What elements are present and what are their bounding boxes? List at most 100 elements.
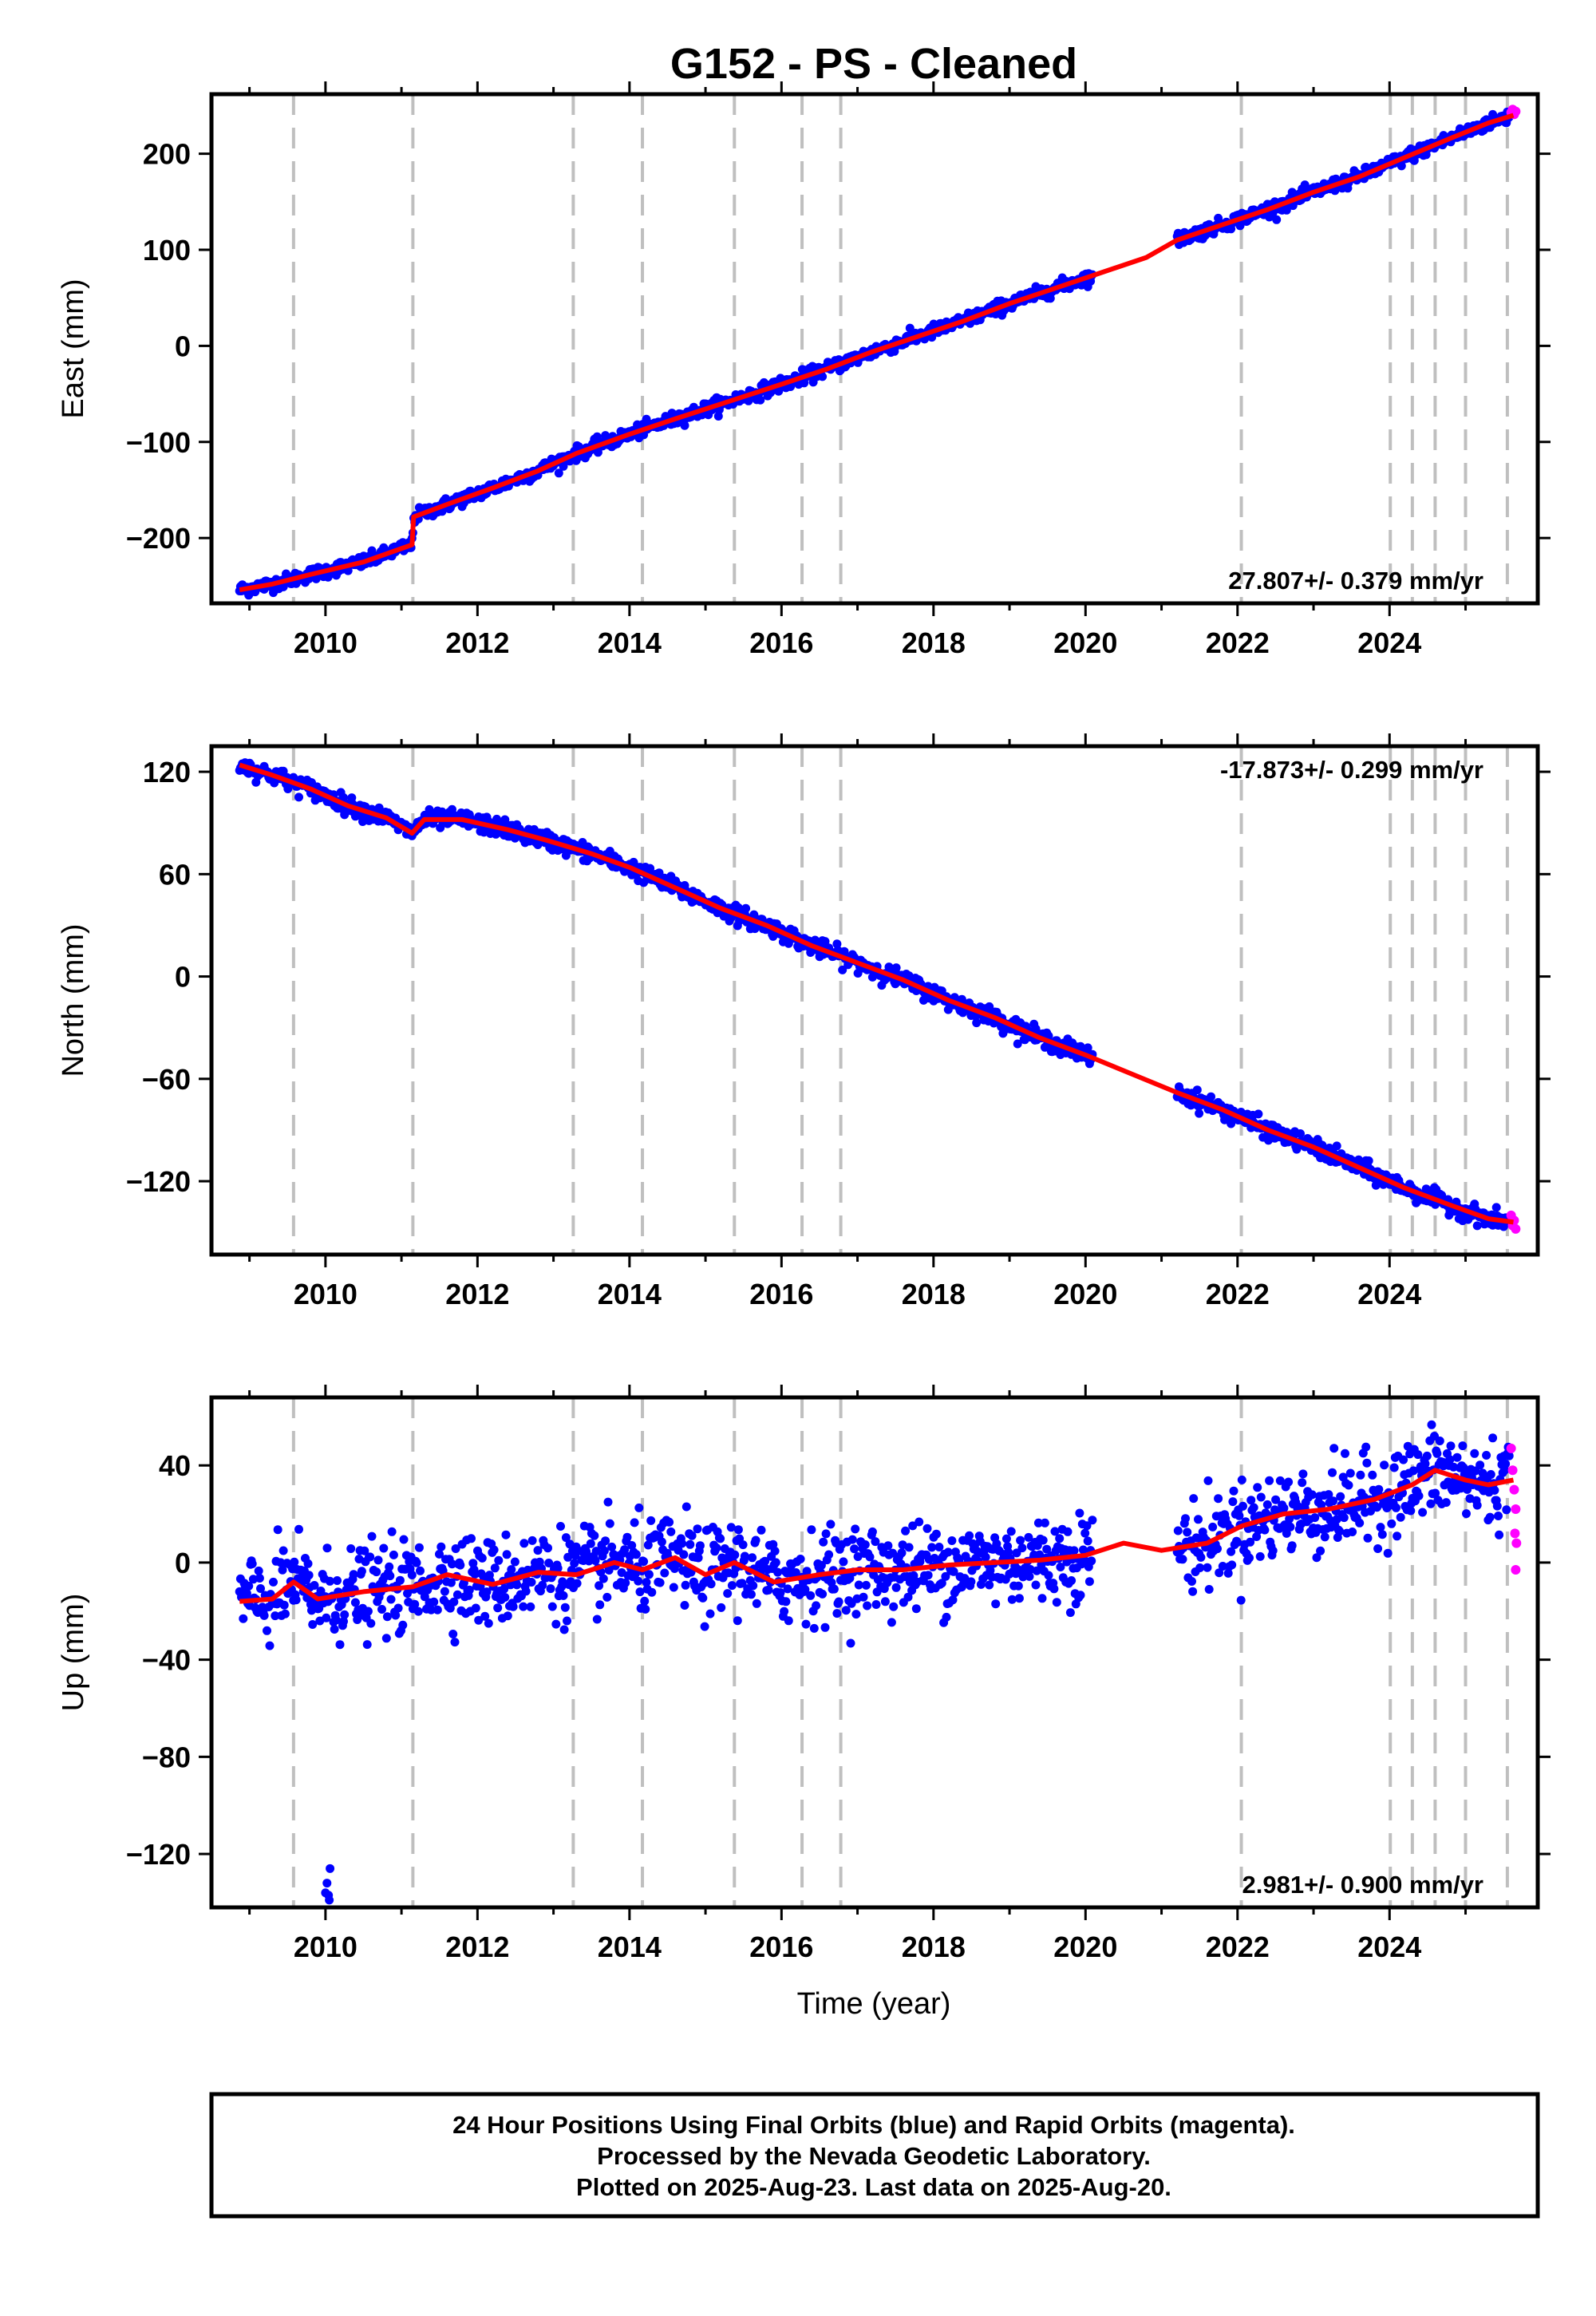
- data-point: [1296, 1129, 1305, 1138]
- data-point: [706, 1579, 716, 1589]
- data-point: [1195, 1563, 1205, 1572]
- data-point: [669, 1583, 678, 1592]
- data-point: [1075, 1508, 1084, 1518]
- data-point: [1268, 1546, 1278, 1555]
- x-tick-label: 2022: [1206, 1931, 1270, 1963]
- y-tick-label: −40: [142, 1644, 191, 1677]
- data-point: [1040, 1518, 1049, 1528]
- model-line: [239, 762, 1514, 1225]
- data-point: [1361, 1442, 1371, 1452]
- data-point: [1393, 1531, 1402, 1541]
- data-point: [829, 1584, 839, 1594]
- data-point: [1399, 1455, 1408, 1464]
- data-point: [493, 1603, 503, 1613]
- data-point: [1265, 1476, 1274, 1485]
- data-point: [563, 1616, 571, 1626]
- rapid-orbit-point: [1510, 1528, 1520, 1539]
- data-point: [494, 1555, 504, 1565]
- data-point: [985, 1002, 994, 1011]
- data-point: [1042, 1544, 1052, 1554]
- data-point: [1207, 1092, 1215, 1101]
- data-point: [1427, 1420, 1436, 1429]
- data-point: [1486, 1470, 1495, 1479]
- data-point: [1213, 1544, 1222, 1554]
- data-point: [1502, 1505, 1511, 1515]
- data-point: [331, 1615, 341, 1625]
- data-point: [259, 1611, 269, 1620]
- data-point: [780, 1607, 789, 1616]
- data-point: [543, 1543, 552, 1553]
- data-point: [519, 1602, 528, 1611]
- data-point: [1024, 1532, 1033, 1542]
- data-point: [386, 1595, 396, 1604]
- data-point: [381, 1634, 391, 1643]
- data-point: [889, 1602, 899, 1611]
- data-point: [1444, 1477, 1453, 1487]
- data-point: [1017, 1543, 1027, 1553]
- x-axis-label: Time (year): [797, 1987, 951, 2021]
- data-point: [1055, 1534, 1065, 1543]
- data-point: [1470, 1448, 1479, 1458]
- data-point: [601, 1536, 610, 1546]
- data-point: [489, 1545, 499, 1555]
- x-tick-label: 2016: [749, 1278, 813, 1310]
- data-point: [744, 396, 753, 405]
- data-point: [1173, 1526, 1183, 1535]
- data-point: [908, 1521, 918, 1531]
- data-point: [854, 1580, 863, 1590]
- data-point: [450, 1638, 460, 1647]
- data-point: [1031, 1580, 1041, 1590]
- data-point: [410, 1599, 420, 1609]
- data-point: [1380, 1460, 1389, 1470]
- x-tick-label: 2018: [902, 1931, 966, 1963]
- data-point: [716, 1534, 725, 1543]
- data-point: [322, 1613, 331, 1622]
- y-tick-label: 0: [175, 961, 191, 994]
- data-point: [1492, 1501, 1502, 1511]
- data-point: [1238, 1501, 1247, 1511]
- data-point: [595, 1581, 604, 1591]
- data-point: [640, 1596, 650, 1606]
- data-point: [816, 1560, 826, 1570]
- data-point: [713, 412, 723, 421]
- data-point: [1422, 1451, 1432, 1460]
- data-point: [733, 1525, 743, 1535]
- y-tick-label: −100: [126, 426, 191, 459]
- x-tick-label: 2016: [749, 1931, 813, 1963]
- data-point: [644, 1570, 654, 1579]
- data-point: [1067, 1576, 1077, 1585]
- data-point: [484, 1618, 493, 1628]
- data-point: [937, 1579, 946, 1588]
- y-axis-label: East (mm): [57, 279, 90, 418]
- data-point: [586, 1539, 595, 1548]
- data-point: [904, 1543, 914, 1552]
- data-point: [1069, 1546, 1079, 1555]
- data-point: [1007, 1595, 1017, 1604]
- data-point: [1368, 1470, 1377, 1480]
- data-point: [1178, 1555, 1187, 1564]
- data-point: [414, 1543, 424, 1552]
- data-point: [1227, 1547, 1236, 1556]
- rate-label: 2.981+/- 0.900 mm/yr: [1242, 1871, 1483, 1899]
- data-point: [420, 1592, 429, 1602]
- data-point: [604, 1566, 614, 1575]
- data-point: [1355, 1518, 1365, 1528]
- data-point: [965, 1531, 974, 1540]
- data-point: [1363, 1533, 1373, 1543]
- data-point: [730, 1550, 740, 1559]
- data-point: [1344, 1480, 1353, 1490]
- data-point: [335, 1640, 345, 1650]
- data-point: [1192, 1085, 1202, 1095]
- data-point: [737, 1579, 747, 1588]
- x-tick-label: 2012: [445, 1931, 509, 1963]
- data-point: [357, 1567, 366, 1576]
- data-point: [1013, 1039, 1022, 1049]
- data-point: [1472, 1221, 1482, 1231]
- data-point: [519, 1539, 529, 1548]
- x-tick-label: 2014: [598, 1278, 662, 1310]
- data-point: [1228, 1497, 1238, 1507]
- data-point: [867, 1527, 877, 1536]
- data-point: [572, 1579, 582, 1588]
- data-point: [1214, 1494, 1223, 1504]
- plot-frame: [209, 744, 1540, 1257]
